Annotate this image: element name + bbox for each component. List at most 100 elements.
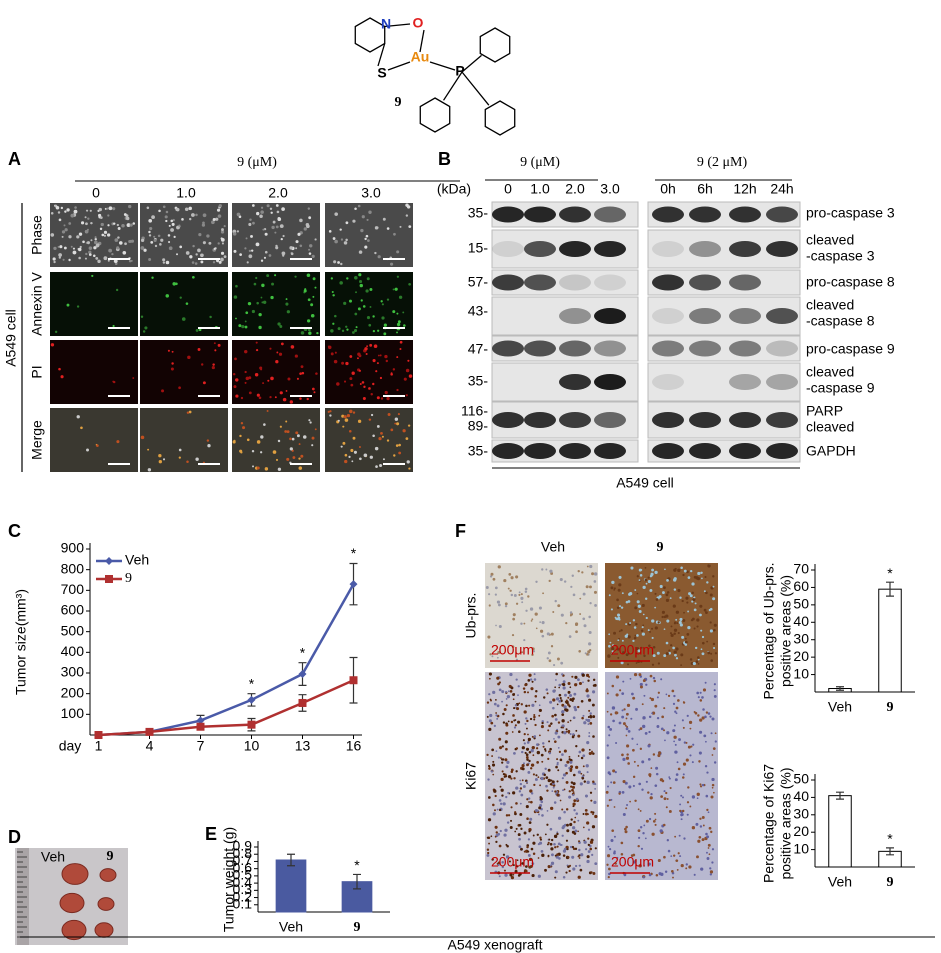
cell-dot <box>618 605 622 608</box>
cell-dot <box>670 633 674 637</box>
cell-dot <box>672 604 676 608</box>
cell-dot <box>50 343 55 347</box>
cell-dot <box>634 799 637 803</box>
cell-dot <box>654 570 658 575</box>
cell-dot <box>592 678 596 682</box>
cell-dot <box>700 648 703 651</box>
cell-dot <box>615 675 620 679</box>
point <box>247 720 256 729</box>
micrograph <box>50 272 138 336</box>
cell-dot <box>503 708 507 712</box>
y-tick-label: 50 <box>793 596 809 612</box>
cell-dot <box>496 808 499 811</box>
cell-dot <box>621 790 625 794</box>
cell-dot <box>313 391 316 394</box>
cell-dot <box>519 787 523 790</box>
cell-dot <box>96 444 99 447</box>
cell-dot <box>546 789 549 792</box>
cell-dot <box>64 228 68 232</box>
cell-dot <box>520 622 523 625</box>
cell-dot <box>537 843 541 846</box>
cell-dot <box>687 610 690 613</box>
cell-dot <box>376 362 379 365</box>
cell-dot <box>328 345 332 350</box>
cell-dot <box>518 823 522 827</box>
blot-band <box>492 443 524 459</box>
y-tick-label: 200 <box>61 684 85 700</box>
cell-dot <box>607 785 609 788</box>
cell-dot <box>271 282 274 286</box>
cell-dot <box>572 802 576 806</box>
cell-dot <box>218 204 222 208</box>
cell-dot <box>621 639 624 642</box>
cell-dot <box>551 714 554 718</box>
cell-dot <box>532 650 536 653</box>
cell-dot <box>361 381 365 384</box>
cell-dot <box>682 796 684 799</box>
cell-dot <box>277 322 281 326</box>
cell-dot <box>664 739 666 742</box>
cell-dot <box>711 786 714 789</box>
cell-dot <box>658 872 662 876</box>
cell-dot <box>706 771 709 774</box>
cell-dot <box>307 319 311 323</box>
cell-dot <box>62 258 65 261</box>
cell-dot <box>552 611 555 614</box>
cell-dot <box>674 710 677 713</box>
cell-dot <box>248 254 253 259</box>
ring <box>479 27 511 63</box>
cell-dot <box>286 430 290 434</box>
cell-dot <box>513 726 517 729</box>
cell-dot <box>569 611 573 614</box>
cell-dot <box>233 295 238 299</box>
point <box>298 698 307 707</box>
cell-dot <box>523 639 526 642</box>
cell-dot <box>639 682 643 687</box>
cell-dot <box>491 655 494 658</box>
cell-dot <box>665 641 669 645</box>
cell-dot <box>702 824 705 827</box>
cell-dot <box>103 234 107 237</box>
cell-dot <box>706 857 710 860</box>
cell-dot <box>527 737 531 742</box>
cell-dot <box>606 804 609 807</box>
cell-dot <box>403 324 406 327</box>
cell-dot <box>97 259 101 264</box>
atom-label: Au <box>411 49 430 65</box>
cell-dot <box>398 295 403 299</box>
cell-dot <box>654 592 657 595</box>
cell-dot <box>546 810 549 812</box>
cell-dot <box>640 629 644 632</box>
y-tick-label: 0.4 <box>233 874 253 890</box>
cell-dot <box>579 597 582 600</box>
cell-dot <box>300 454 304 458</box>
cell-dot <box>612 769 616 773</box>
cell-dot <box>592 780 595 783</box>
cell-dot <box>539 804 543 808</box>
cell-dot <box>591 572 595 576</box>
cell-dot <box>242 426 246 430</box>
cell-dot <box>672 876 674 879</box>
cell-dot <box>586 771 589 774</box>
cell-dot <box>667 849 671 853</box>
blot-band <box>652 340 684 357</box>
cell-dot <box>561 719 565 723</box>
cell-dot <box>503 578 507 583</box>
cell-dot <box>699 783 702 786</box>
cell-dot <box>520 793 524 797</box>
cell-dot <box>492 690 496 695</box>
cell-dot <box>262 300 267 304</box>
cell-dot <box>621 709 624 712</box>
cell-dot <box>357 204 361 208</box>
cell-dot <box>654 823 657 826</box>
cell-dot <box>690 569 693 573</box>
cell-dot <box>606 744 609 747</box>
cell-dot <box>50 211 54 215</box>
cell-dot <box>271 225 275 230</box>
cell-dot <box>285 420 288 423</box>
cell-dot <box>507 587 510 590</box>
cell-dot <box>670 869 674 873</box>
cell-dot <box>519 782 523 786</box>
cell-dot <box>637 829 641 833</box>
cell-dot <box>636 634 639 637</box>
